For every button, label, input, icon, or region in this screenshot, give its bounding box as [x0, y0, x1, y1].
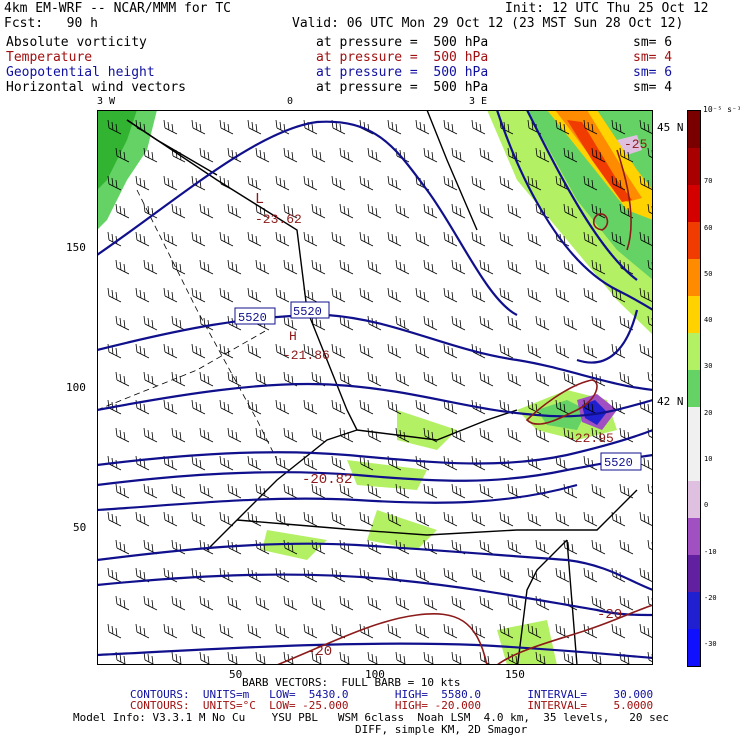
y-tick-150: 150 — [66, 241, 86, 254]
county-line — [136, 189, 278, 461]
low-value: -23.62 — [255, 212, 302, 227]
colorbar-segment — [688, 518, 700, 555]
colorbar-tick-label: 20 — [704, 409, 713, 417]
colorbar-tick-label: 10 — [704, 455, 713, 463]
x-tick-50: 50 — [229, 668, 243, 681]
top-tick-3e: 3 E — [469, 96, 488, 107]
colorbar-tick-label: -10 — [704, 548, 717, 556]
colorbar-tick-label: 70 — [704, 177, 713, 185]
top-tick-3w: 3 W — [97, 96, 116, 107]
colorbar-segment — [688, 370, 700, 407]
x-tick-100: 100 — [365, 668, 385, 681]
temp-label-right: -22.95 — [567, 431, 614, 446]
vorticity-shading — [97, 110, 653, 665]
field-pressure-wind: at pressure = 500 hPa — [316, 80, 489, 95]
field-pressure-temperature: at pressure = 500 hPa — [316, 50, 489, 65]
low-marker: L — [255, 191, 264, 208]
weather-map: L -23.62 H -21.86 -20.82 -22.95 -20 -20 … — [97, 110, 653, 665]
county-line-2 — [97, 329, 268, 411]
init-time: Init: 12 UTC Thu 25 Oct 12 — [505, 1, 709, 16]
contours-temp-info: CONTOURS: UNITS=°C LOW= -25.000 HIGH= -2… — [130, 699, 654, 712]
model-title: 4km EM-WRF -- NCAR/MMM for TC — [4, 1, 231, 16]
colorbar-segment — [688, 333, 700, 370]
colorbar-tick-label: 0 — [704, 501, 709, 509]
colorbar-unit: 10⁻⁵ s⁻¹ — [703, 105, 740, 114]
x-tick-150: 150 — [505, 668, 525, 681]
field-pressure-geopotential: at pressure = 500 hPa — [316, 65, 489, 80]
height-label-3: 5520 — [604, 456, 633, 470]
temperature-contours — [276, 149, 653, 665]
contours-height-info: CONTOURS: UNITS=m LOW= 5430.0 HIGH= 5580… — [130, 688, 654, 701]
field-pressure-vorticity: at pressure = 500 hPa — [316, 35, 489, 50]
colorbar-segment — [688, 592, 700, 629]
field-sm-vorticity: sm= 6 — [633, 35, 673, 50]
field-sm-temperature: sm= 4 — [633, 50, 673, 65]
colorbar-segment — [688, 481, 700, 518]
colorbar-segment — [688, 222, 700, 259]
model-info: Model Info: V3.3.1 M No Cu YSU PBL WSM 6… — [73, 711, 670, 724]
field-name-vorticity: Absolute vorticity — [6, 35, 147, 50]
temp-label-bottom-left: -20 — [307, 644, 332, 660]
colorbar-tick-label: 50 — [704, 270, 713, 278]
valid-time: Valid: 06 UTC Mon 29 Oct 12 (23 MST Sun … — [292, 16, 684, 31]
colorbar-segment — [688, 185, 700, 222]
y-tick-100: 100 — [66, 381, 86, 394]
colorbar-tick-label: 40 — [704, 316, 713, 324]
colorbar-segment — [688, 555, 700, 592]
lat-label-45n: 45 N — [657, 121, 684, 134]
vorticity-colorbar — [687, 110, 701, 667]
temp-label-mid: -20.82 — [302, 472, 352, 488]
lat-label-42n: 42 N — [657, 395, 684, 408]
model-info-2: DIFF, simple KM, 2D Smagor — [355, 723, 528, 736]
colorbar-segment — [688, 444, 700, 481]
colorbar-segment — [688, 111, 700, 148]
field-name-wind: Horizontal wind vectors — [6, 80, 187, 95]
colorbar-tick-label: -20 — [704, 594, 717, 602]
field-sm-geopotential: sm= 6 — [633, 65, 673, 80]
high-marker: H — [289, 329, 297, 344]
field-sm-wind: sm= 4 — [633, 80, 673, 95]
colorbar-tick-label: -30 — [704, 640, 717, 648]
colorbar-segment — [688, 629, 700, 666]
height-label-2: 5520 — [293, 305, 322, 319]
colorbar-segment — [688, 407, 700, 444]
colorbar-tick-label: 60 — [704, 224, 713, 232]
forecast-hour: Fcst: 90 h — [4, 16, 98, 31]
field-name-geopotential: Geopotential height — [6, 65, 155, 80]
colorbar-segment — [688, 259, 700, 296]
height-contours — [97, 110, 653, 660]
barb-legend: BARB VECTORS: FULL BARB = 10 kts — [242, 676, 461, 689]
y-tick-50: 50 — [73, 521, 87, 534]
field-name-temperature: Temperature — [6, 50, 93, 65]
temp-label-top: -25 — [624, 137, 647, 152]
height-label-1: 5520 — [238, 311, 267, 325]
high-value: -21.86 — [283, 348, 330, 363]
top-tick-0: 0 — [287, 96, 294, 107]
colorbar-tick-label: 30 — [704, 362, 713, 370]
colorbar-segment — [688, 296, 700, 333]
colorbar-segment — [688, 148, 700, 185]
temp-label-bottom-right: -20 — [597, 607, 622, 623]
